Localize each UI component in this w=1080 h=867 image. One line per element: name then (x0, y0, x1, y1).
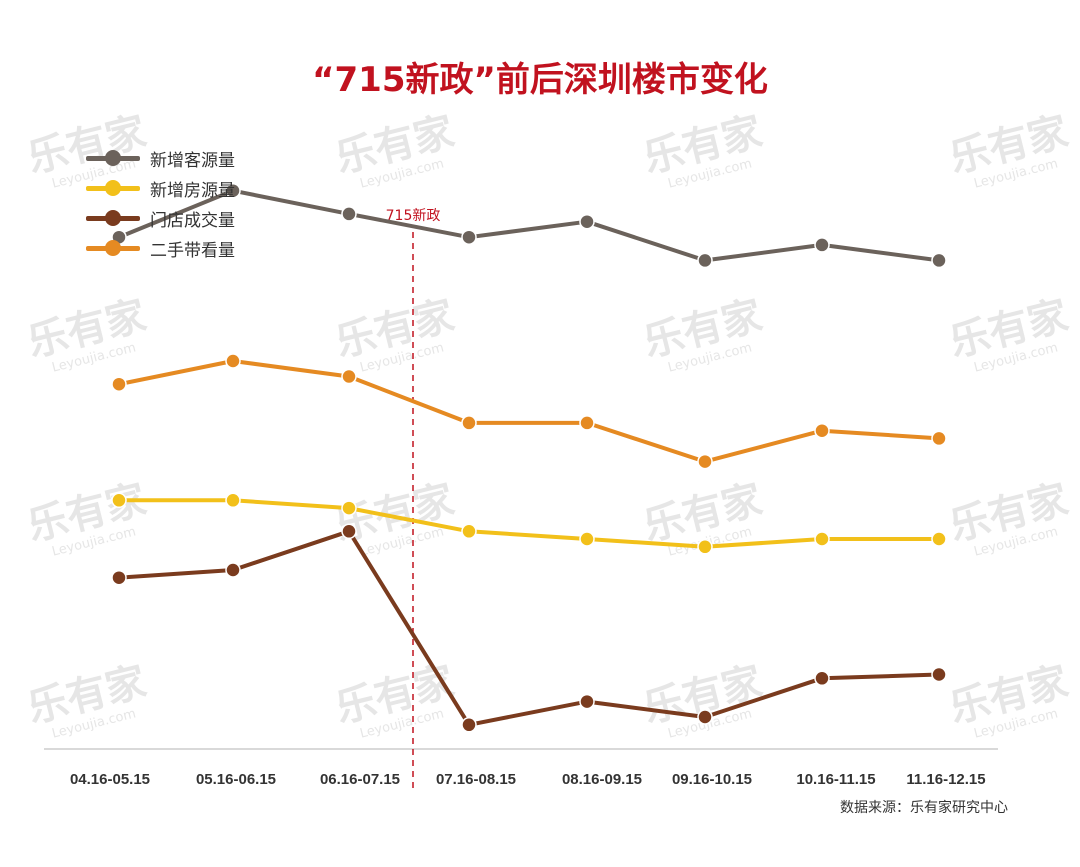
data-point (931, 531, 947, 547)
data-point (814, 531, 830, 547)
data-point (697, 709, 713, 725)
data-point (697, 539, 713, 555)
legend-label: 门店成交量 (150, 211, 235, 231)
data-point (111, 569, 127, 586)
x-tick-label: 08.16-09.15 (562, 771, 642, 788)
data-point (931, 252, 947, 269)
x-tick-label: 04.16-05.15 (70, 771, 150, 788)
x-tick-label: 11.16-12.15 (906, 771, 985, 788)
series-line (117, 359, 941, 464)
data-point (341, 206, 357, 222)
x-tick-label: 09.16-10.15 (672, 771, 752, 788)
data-point (111, 492, 127, 509)
data-point (461, 717, 477, 733)
data-point (931, 430, 947, 447)
legend-marker (105, 150, 121, 166)
x-axis-ticks: 04.16-05.15 05.16-06.15 06.16-07.15 07.16-0… (70, 771, 986, 788)
data-point (579, 693, 595, 710)
chart-title: “715新政”前后深圳楼市变化 (312, 60, 768, 100)
data-point (225, 492, 241, 509)
data-point (225, 562, 241, 578)
data-point (341, 500, 357, 516)
series-line (117, 188, 941, 263)
data-point (341, 523, 357, 540)
series-1 (111, 182, 947, 269)
data-source-note: 数据来源：乐有家研究中心 (840, 800, 1008, 816)
data-point (579, 531, 595, 547)
x-tick-label: 06.16-07.15 (320, 771, 400, 788)
data-point (931, 666, 947, 683)
series-line (117, 529, 941, 727)
legend-marker (105, 210, 121, 226)
legend-label: 新增客源量 (150, 151, 235, 171)
data-point (579, 213, 595, 230)
data-point (814, 422, 830, 439)
data-point (461, 229, 477, 245)
series-3 (111, 523, 947, 733)
data-point (814, 237, 830, 253)
series-4 (111, 353, 947, 470)
x-tick-label: 10.16-11.15 (796, 771, 875, 788)
policy-marker-label: 715新政 (386, 208, 441, 224)
legend-marker (105, 180, 121, 196)
x-tick-label: 05.16-06.15 (196, 771, 276, 788)
series-line (117, 498, 941, 549)
series-layer (111, 182, 947, 733)
data-point (225, 182, 241, 199)
data-point (111, 376, 127, 392)
legend-label: 二手带看量 (150, 241, 235, 261)
data-point (579, 415, 595, 431)
data-point (341, 368, 357, 385)
x-tick-label: 07.16-08.15 (436, 771, 516, 788)
legend-label: 新增房源量 (150, 181, 235, 201)
data-point (814, 670, 830, 687)
data-point (461, 523, 477, 540)
data-point (461, 415, 477, 431)
data-point (697, 453, 713, 470)
data-point (697, 252, 713, 269)
series-2 (111, 492, 947, 555)
data-point (225, 353, 241, 369)
legend-marker (105, 240, 121, 256)
